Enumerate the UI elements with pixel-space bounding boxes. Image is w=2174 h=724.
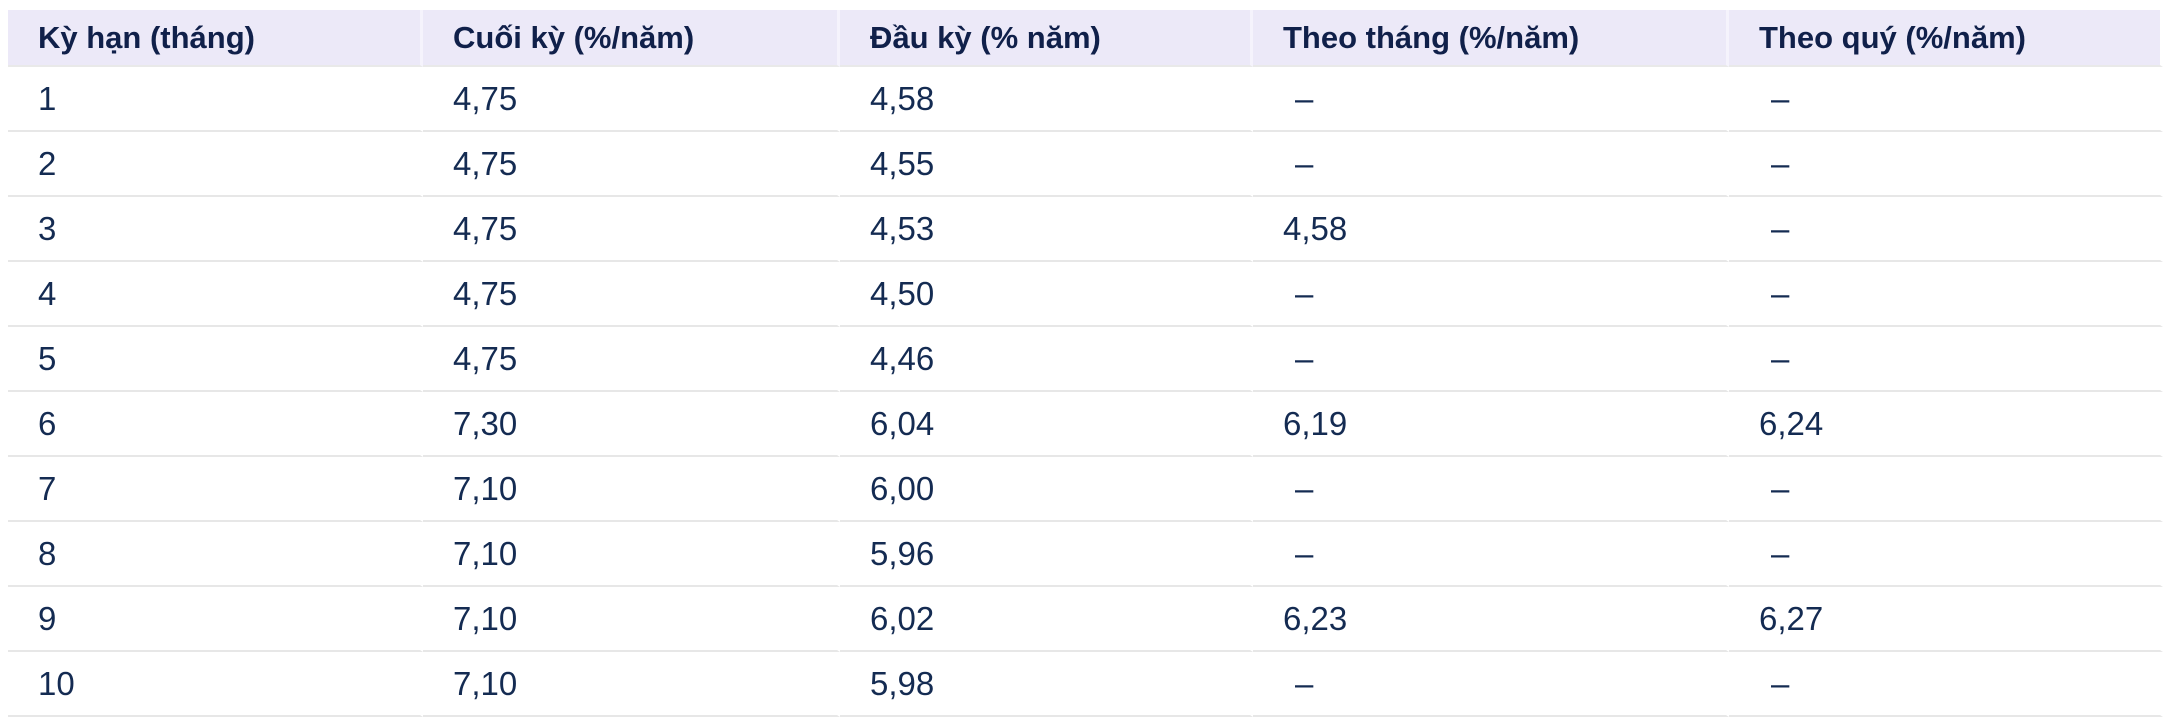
table-header: Kỳ hạn (tháng) Cuối kỳ (%/năm) Đầu kỳ (% n… xyxy=(8,10,2163,67)
table-row: 4 4,75 4,50– – xyxy=(8,262,2163,327)
column-header-quarterly: Theo quý (%/năm) xyxy=(1729,10,2163,67)
table-cell-quarterly: 6,27 xyxy=(1729,587,2163,652)
table-cell-monthly: – xyxy=(1253,327,1729,392)
table-cell-start: 5,98 xyxy=(840,652,1253,717)
table-cell-quarterly: – xyxy=(1729,327,2163,392)
table-cell-term: 3 xyxy=(8,197,423,262)
table-cell-end: 4,75 xyxy=(423,197,840,262)
interest-rates-table: Kỳ hạn (tháng) Cuối kỳ (%/năm) Đầu kỳ (% n… xyxy=(8,10,2163,717)
column-header-monthly: Theo tháng (%/năm) xyxy=(1253,10,1729,67)
table-cell-monthly: – xyxy=(1253,457,1729,522)
table-cell-monthly: – xyxy=(1253,652,1729,717)
table-cell-term: 2 xyxy=(8,132,423,197)
table-cell-term: 10 xyxy=(8,652,423,717)
table-row: 7 7,10 6,00– – xyxy=(8,457,2163,522)
table-cell-monthly: 6,23 xyxy=(1253,587,1729,652)
table-cell-quarterly: – xyxy=(1729,132,2163,197)
table-cell-term: 1 xyxy=(8,67,423,132)
table-cell-end: 7,10 xyxy=(423,457,840,522)
table-row: 8 7,10 5,96– – xyxy=(8,522,2163,587)
table-cell-quarterly: – xyxy=(1729,67,2163,132)
table-cell-end: 4,75 xyxy=(423,262,840,327)
table-cell-start: 4,55 xyxy=(840,132,1253,197)
table-cell-start: 4,46 xyxy=(840,327,1253,392)
column-header-end: Cuối kỳ (%/năm) xyxy=(423,10,840,67)
table-cell-start: 4,50 xyxy=(840,262,1253,327)
table-cell-start: 6,04 xyxy=(840,392,1253,457)
table-body: 1 4,75 4,58– –2 4,75 4,55– –3 4,75 4,53 4,58–4 4,7… xyxy=(8,67,2163,717)
table-cell-quarterly: 6,24 xyxy=(1729,392,2163,457)
table-cell-monthly: – xyxy=(1253,132,1729,197)
column-header-start: Đầu kỳ (% năm) xyxy=(840,10,1253,67)
table-row: 10 7,10 5,98– – xyxy=(8,652,2163,717)
table-cell-monthly: 6,19 xyxy=(1253,392,1729,457)
column-header-term: Kỳ hạn (tháng) xyxy=(8,10,423,67)
table-cell-term: 4 xyxy=(8,262,423,327)
table-cell-term: 8 xyxy=(8,522,423,587)
table-row: 3 4,75 4,53 4,58– xyxy=(8,197,2163,262)
table-cell-end: 7,10 xyxy=(423,652,840,717)
table-cell-quarterly: – xyxy=(1729,197,2163,262)
table-row: 5 4,75 4,46– – xyxy=(8,327,2163,392)
table-cell-term: 5 xyxy=(8,327,423,392)
header-row: Kỳ hạn (tháng) Cuối kỳ (%/năm) Đầu kỳ (% n… xyxy=(8,10,2163,67)
table-cell-monthly: 4,58 xyxy=(1253,197,1729,262)
table-row: 2 4,75 4,55– – xyxy=(8,132,2163,197)
table-cell-monthly: – xyxy=(1253,67,1729,132)
table-cell-start: 6,00 xyxy=(840,457,1253,522)
table-cell-quarterly: – xyxy=(1729,457,2163,522)
table-cell-quarterly: – xyxy=(1729,262,2163,327)
table-cell-start: 4,58 xyxy=(840,67,1253,132)
table-cell-term: 6 xyxy=(8,392,423,457)
table-row: 1 4,75 4,58– – xyxy=(8,67,2163,132)
table-cell-term: 9 xyxy=(8,587,423,652)
table-cell-monthly: – xyxy=(1253,522,1729,587)
table-cell-end: 4,75 xyxy=(423,327,840,392)
table-cell-start: 5,96 xyxy=(840,522,1253,587)
table-cell-term: 7 xyxy=(8,457,423,522)
table-cell-end: 4,75 xyxy=(423,67,840,132)
table-cell-monthly: – xyxy=(1253,262,1729,327)
table-cell-end: 7,10 xyxy=(423,522,840,587)
table-cell-quarterly: – xyxy=(1729,652,2163,717)
table-row: 9 7,10 6,02 6,23 6,27 xyxy=(8,587,2163,652)
table-cell-end: 7,30 xyxy=(423,392,840,457)
table-cell-start: 4,53 xyxy=(840,197,1253,262)
table-row: 6 7,30 6,04 6,19 6,24 xyxy=(8,392,2163,457)
table-cell-end: 7,10 xyxy=(423,587,840,652)
table-cell-start: 6,02 xyxy=(840,587,1253,652)
table-cell-end: 4,75 xyxy=(423,132,840,197)
table-cell-quarterly: – xyxy=(1729,522,2163,587)
